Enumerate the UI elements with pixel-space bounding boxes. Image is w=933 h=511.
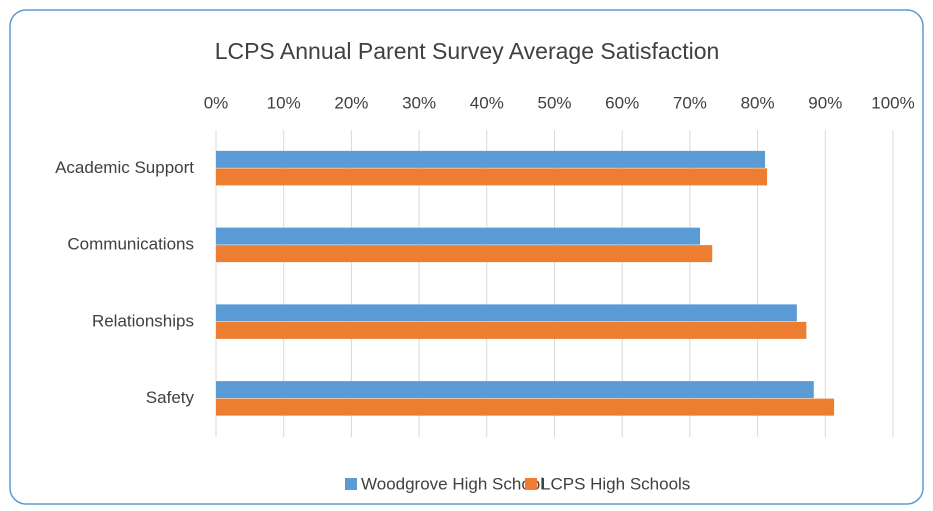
bar (216, 168, 768, 186)
bar (216, 304, 797, 322)
bar (216, 227, 701, 245)
bar (216, 245, 713, 263)
bar (216, 321, 807, 339)
x-tick-label: 50% (537, 93, 571, 112)
legend-swatch (525, 478, 537, 490)
x-tick-label: 10% (267, 93, 301, 112)
x-tick-label: 100% (871, 93, 914, 112)
y-tick-label: Relationships (92, 311, 194, 330)
x-tick-label: 0% (204, 93, 229, 112)
x-tick-label: 70% (673, 93, 707, 112)
x-tick-label: 80% (741, 93, 775, 112)
legend-swatch (345, 478, 357, 490)
legend-label: LCPS High Schools (541, 474, 690, 493)
x-tick-label: 30% (402, 93, 436, 112)
bar (216, 150, 766, 168)
legend-label: Woodgrove High School (361, 474, 544, 493)
y-tick-label: Safety (146, 388, 195, 407)
bar (216, 398, 835, 416)
x-tick-label: 60% (605, 93, 639, 112)
x-tick-label: 40% (470, 93, 504, 112)
x-tick-label: 90% (808, 93, 842, 112)
chart-title: LCPS Annual Parent Survey Average Satisf… (215, 38, 720, 64)
x-tick-label: 20% (334, 93, 368, 112)
y-tick-label: Communications (67, 235, 194, 254)
bar (216, 381, 814, 399)
y-tick-label: Academic Support (55, 158, 194, 177)
